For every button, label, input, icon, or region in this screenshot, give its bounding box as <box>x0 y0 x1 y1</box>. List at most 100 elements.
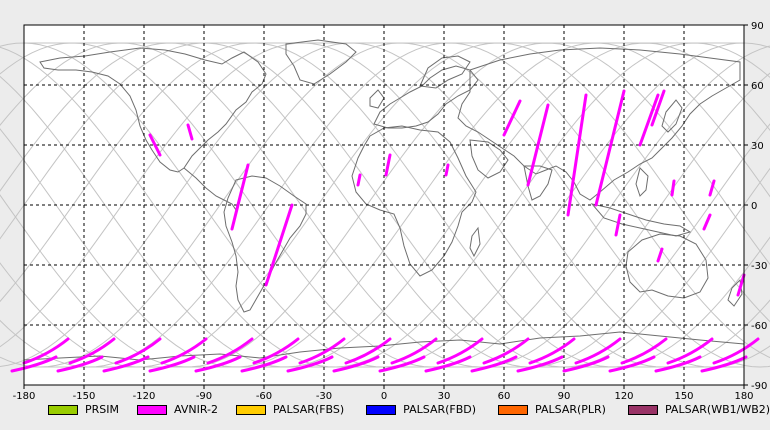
legend-swatch <box>48 404 78 415</box>
coastline-indonesia <box>590 203 692 237</box>
legend-item: PALSAR(WB1/WB2) <box>627 403 770 416</box>
y-tick-label: 0 <box>751 201 757 212</box>
swath-arc <box>240 355 288 373</box>
legend-label: PALSAR(PLR) <box>535 403 606 416</box>
swath-arc <box>666 337 714 365</box>
legend-label: PALSAR(WB1/WB2) <box>664 403 770 416</box>
swath-arc <box>528 337 576 365</box>
swath-segment <box>502 99 522 137</box>
swath-arc <box>10 355 58 373</box>
x-tick-label: -150 <box>73 391 96 402</box>
swath-segment <box>444 163 450 177</box>
legend-swatch <box>627 404 658 415</box>
x-tick-label: -60 <box>256 391 272 402</box>
legend-item: PRSIM <box>48 403 119 416</box>
coastline-philippines <box>635 167 649 197</box>
legend: PRSIM AVNIR-2 PALSAR(FBS) PALSAR(FBD) PALSAR… <box>48 403 770 416</box>
swath-segment <box>230 163 250 231</box>
swath-arc <box>160 337 208 365</box>
coastline-greenland <box>285 39 357 85</box>
legend-label: PALSAR(FBS) <box>272 403 345 416</box>
legend-label: PALSAR(FBD) <box>403 403 477 416</box>
swath-arc <box>194 355 242 373</box>
swath-arc <box>344 337 392 365</box>
swath-arc <box>574 337 622 365</box>
swath-segment <box>650 89 666 127</box>
swath-arc <box>56 355 104 373</box>
legend-swatch <box>235 404 266 415</box>
coastline-asia <box>457 47 741 201</box>
y-tick-label: 60 <box>751 81 764 92</box>
swath-segment <box>186 123 194 141</box>
legend-item: PALSAR(PLR) <box>498 403 606 416</box>
coastline-madagascar <box>469 226 481 258</box>
coastline-british-isles <box>369 89 385 109</box>
swath-segment <box>614 213 622 237</box>
x-tick-label: 150 <box>674 391 693 402</box>
swath-segment <box>670 179 676 197</box>
orbit-track <box>0 42 770 368</box>
swath-arc <box>22 337 70 365</box>
swath-arc <box>436 337 484 365</box>
graticule <box>24 25 744 385</box>
swath-arc <box>482 337 530 365</box>
legend-swatch <box>498 404 529 415</box>
swath-segment <box>656 247 664 263</box>
x-tick-label: 30 <box>438 391 451 402</box>
swath-arc <box>700 355 748 373</box>
orbit-track <box>0 42 770 368</box>
swath-segment <box>708 179 716 197</box>
x-axis-ticks: -180 -150 -120 -90 -60 -30 0 30 60 90 120 150 180 <box>13 385 754 402</box>
legend-swatch <box>366 404 397 415</box>
swath-arc <box>298 337 346 365</box>
swath-segment <box>526 103 550 187</box>
legend-label: PRSIM <box>85 403 119 416</box>
y-tick-label: -30 <box>751 261 767 272</box>
swath-arc <box>286 355 334 373</box>
coastline-north-america <box>39 47 267 173</box>
coastline-australia <box>625 233 709 299</box>
x-tick-label: -90 <box>196 391 212 402</box>
x-tick-label: -180 <box>13 391 36 402</box>
swath-arc <box>712 337 760 365</box>
avnir-2-swaths <box>10 89 760 373</box>
legend-item: AVNIR-2 <box>137 403 218 416</box>
x-tick-label: 90 <box>558 391 571 402</box>
swath-arc <box>102 355 150 373</box>
swath-arc <box>562 355 610 373</box>
swath-segment <box>356 173 362 187</box>
swath-segment <box>148 133 162 157</box>
coastline-europe <box>373 65 479 129</box>
swath-segment <box>384 153 392 177</box>
swath-segment <box>566 93 588 217</box>
swath-arc <box>68 337 116 365</box>
x-tick-label: 120 <box>614 391 633 402</box>
swath-arc <box>654 355 702 373</box>
swath-arc <box>516 355 564 373</box>
swath-arc <box>252 337 300 365</box>
orbit-track <box>0 42 770 368</box>
coastline-new-zealand <box>727 278 743 307</box>
x-tick-label: -120 <box>133 391 156 402</box>
legend-item: PALSAR(FBS) <box>235 403 345 416</box>
x-tick-label: 180 <box>734 391 753 402</box>
swath-segment <box>594 89 626 207</box>
swath-arc <box>390 337 438 365</box>
swath-arc <box>206 337 254 365</box>
coastline-japan <box>661 99 683 133</box>
x-tick-label: -30 <box>316 391 332 402</box>
swath-arc <box>332 355 380 373</box>
swath-arc <box>114 337 162 365</box>
x-tick-label: 60 <box>498 391 511 402</box>
legend-label: AVNIR-2 <box>174 403 218 416</box>
swath-arc <box>378 355 426 373</box>
coastline-south-america <box>223 175 307 313</box>
swath-arc <box>608 355 656 373</box>
swath-arc <box>424 355 472 373</box>
coastline-india <box>523 165 553 201</box>
swath-arc <box>620 337 668 365</box>
swath-arc <box>148 355 196 373</box>
y-tick-label: -60 <box>751 321 767 332</box>
x-tick-label: 0 <box>381 391 387 402</box>
